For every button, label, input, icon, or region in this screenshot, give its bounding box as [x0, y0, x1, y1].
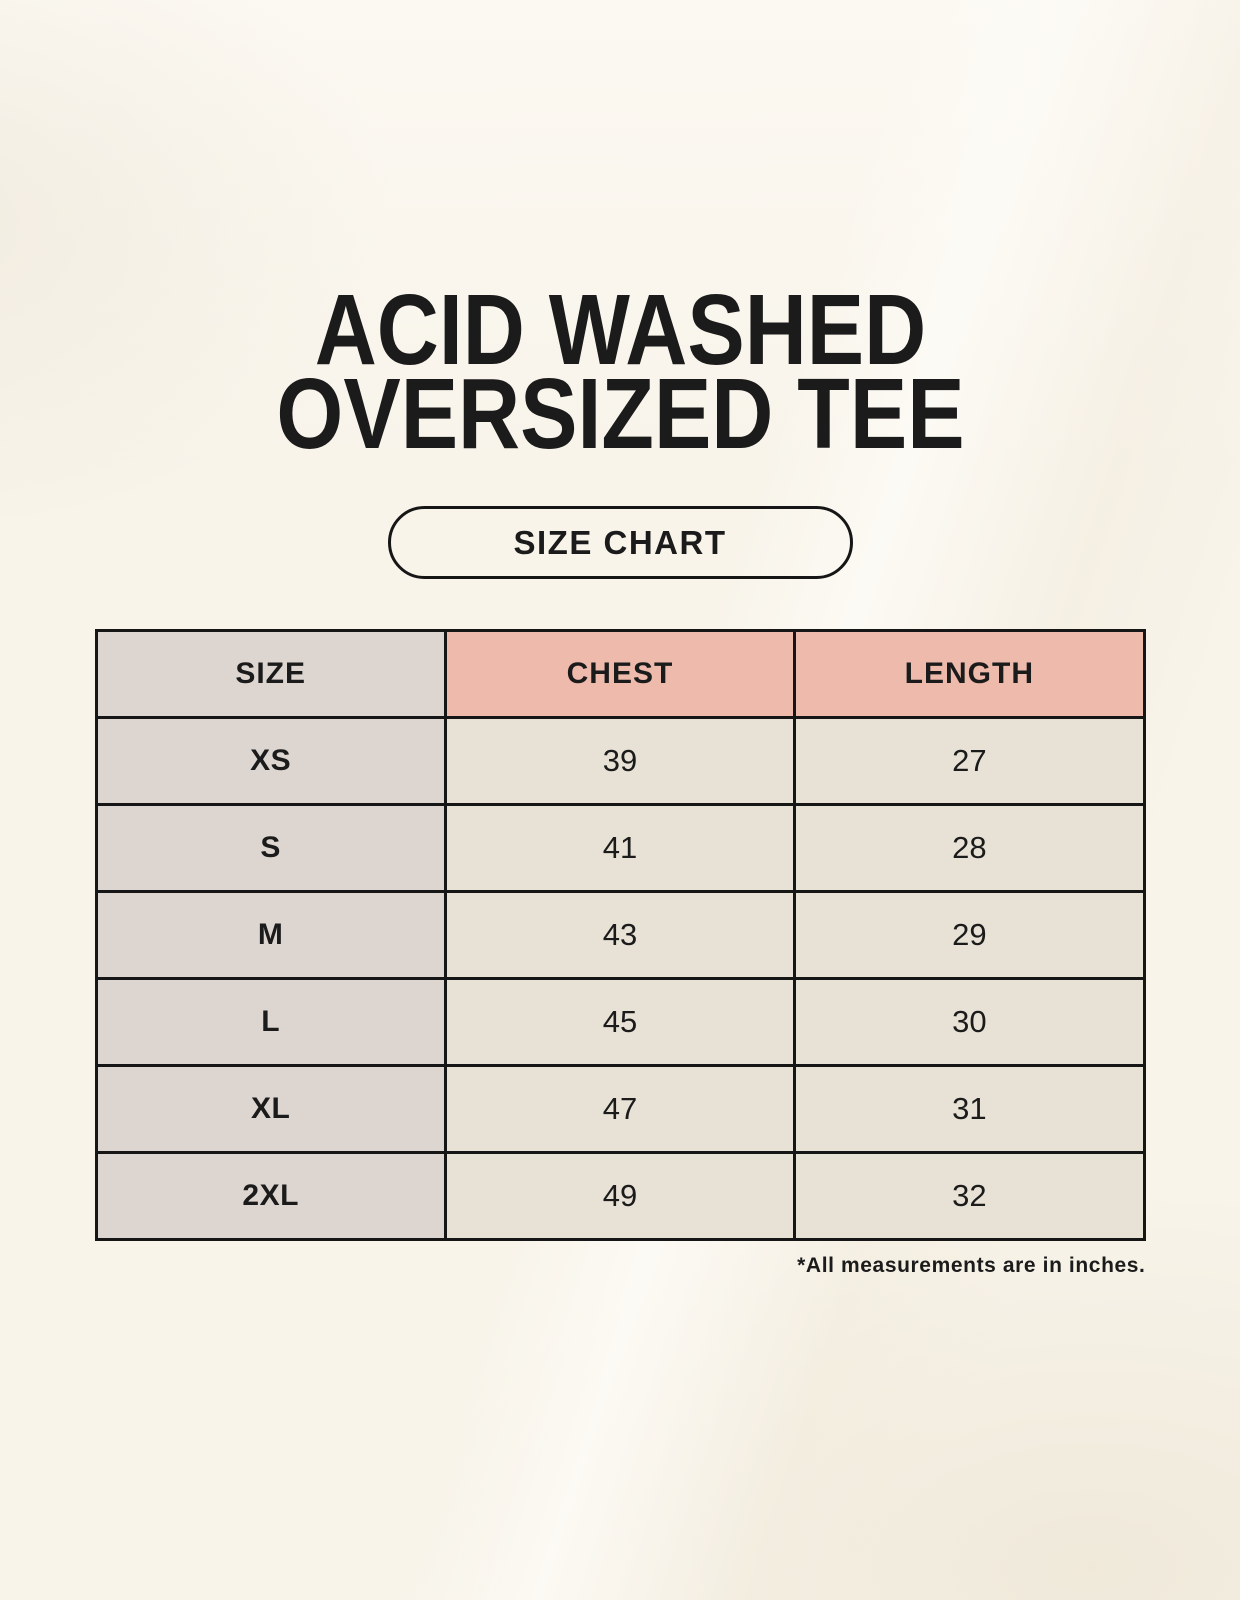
table-row: XS 39 27: [94, 716, 1146, 806]
chest-cell: 39: [443, 716, 797, 806]
chest-column-header: CHEST: [443, 629, 797, 719]
table-row: XL 47 31: [94, 1064, 1146, 1154]
product-title: ACID WASHED OVERSIZED TEE: [168, 274, 1072, 470]
chest-cell: 41: [443, 803, 797, 893]
size-cell: XS: [94, 716, 447, 806]
size-table-body: XS 39 27 S 41 28 M 43 29 L 45 30 XL 47 31 2XL 49 32: [94, 716, 1146, 1241]
table-row: M 43 29: [94, 890, 1146, 980]
length-cell: 30: [793, 977, 1146, 1067]
size-table: SIZE CHEST LENGTH XS 39 27 S 41 28 M 43 29 L 45 30 X…: [94, 629, 1146, 1241]
chest-cell: 43: [443, 890, 797, 980]
size-cell: L: [94, 977, 447, 1067]
chest-cell: 45: [443, 977, 797, 1067]
size-cell: XL: [94, 1064, 447, 1154]
length-cell: 28: [793, 803, 1146, 893]
measurements-footnote: *All measurements are in inches.: [797, 1254, 1146, 1277]
length-cell: 27: [793, 716, 1146, 806]
product-title-line2: OVERSIZED TEE: [275, 358, 965, 470]
size-chart-badge-label: SIZE CHART: [513, 523, 727, 561]
size-table-header-row: SIZE CHEST LENGTH: [94, 629, 1146, 719]
table-row: S 41 28: [94, 803, 1146, 893]
length-column-header: LENGTH: [793, 629, 1146, 719]
chest-cell: 47: [443, 1064, 797, 1154]
product-title-line1: ACID WASHED: [314, 274, 926, 386]
chest-cell: 49: [443, 1151, 797, 1241]
length-cell: 32: [793, 1151, 1146, 1241]
size-chart-badge: SIZE CHART: [387, 506, 853, 579]
table-row: L 45 30: [94, 977, 1146, 1067]
size-column-header: SIZE: [94, 629, 447, 719]
size-cell: M: [94, 890, 447, 980]
size-table-head: SIZE CHEST LENGTH: [94, 629, 1146, 719]
size-cell: 2XL: [94, 1151, 447, 1241]
size-chart-page: ACID WASHED OVERSIZED TEE SIZE CHART SIZ…: [94, 0, 1146, 1278]
size-cell: S: [94, 803, 447, 893]
table-row: 2XL 49 32: [94, 1151, 1146, 1241]
length-cell: 31: [793, 1064, 1146, 1154]
length-cell: 29: [793, 890, 1146, 980]
